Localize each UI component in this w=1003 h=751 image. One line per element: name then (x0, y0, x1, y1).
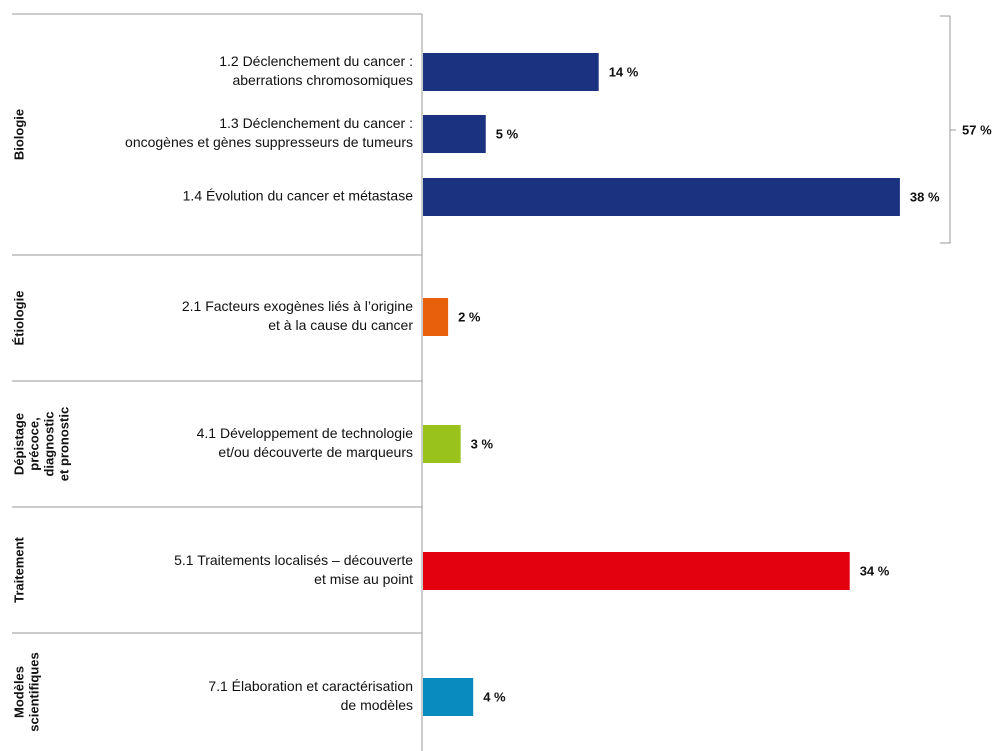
group-label: Étiologie (11, 291, 26, 346)
category-label: 1.2 Déclenchement du cancer : (219, 53, 413, 69)
total-label: 57 % (962, 122, 992, 137)
value-label: 38 % (910, 189, 940, 204)
category-label: 1.4 Évolution du cancer et métastase (183, 188, 414, 204)
category-label: 1.3 Déclenchement du cancer : (219, 115, 413, 131)
category-label: aberrations chromosomiques (232, 72, 413, 88)
category-label: oncogènes et gènes suppresseurs de tumeu… (125, 134, 413, 150)
group-label: Traitement (11, 536, 26, 602)
category-label: et/ou découverte de marqueurs (218, 444, 413, 460)
category-label: 5.1 Traitements localisés – découverte (174, 552, 413, 568)
bracket (940, 15, 956, 244)
group-label: diagnostic (41, 411, 56, 476)
category-label: et à la cause du cancer (268, 317, 413, 333)
bar (423, 425, 461, 463)
group-label: et pronostic (56, 407, 71, 481)
bar (423, 53, 599, 91)
category-label: 4.1 Développement de technologie (197, 425, 414, 441)
bar (423, 115, 486, 153)
value-label: 14 % (609, 64, 639, 79)
bar (423, 552, 850, 590)
bar (423, 178, 900, 216)
bar (423, 298, 449, 336)
value-label: 4 % (483, 689, 506, 704)
bar (423, 678, 474, 716)
group-label: précoce, (26, 417, 41, 470)
category-label: et mise au point (314, 571, 413, 587)
value-label: 34 % (860, 563, 890, 578)
group-label: Biologie (11, 109, 26, 160)
value-label: 2 % (458, 309, 481, 324)
group-label: scientifiques (26, 652, 41, 731)
value-label: 3 % (471, 436, 494, 451)
group-label: Modèles (11, 666, 26, 718)
category-label: 2.1 Facteurs exogènes liés à l’origine (182, 298, 413, 314)
category-label: 7.1 Élaboration et caractérisation (208, 678, 413, 694)
category-label: de modèles (341, 697, 413, 713)
group-label: Dépistage (11, 413, 26, 475)
value-label: 5 % (496, 126, 519, 141)
